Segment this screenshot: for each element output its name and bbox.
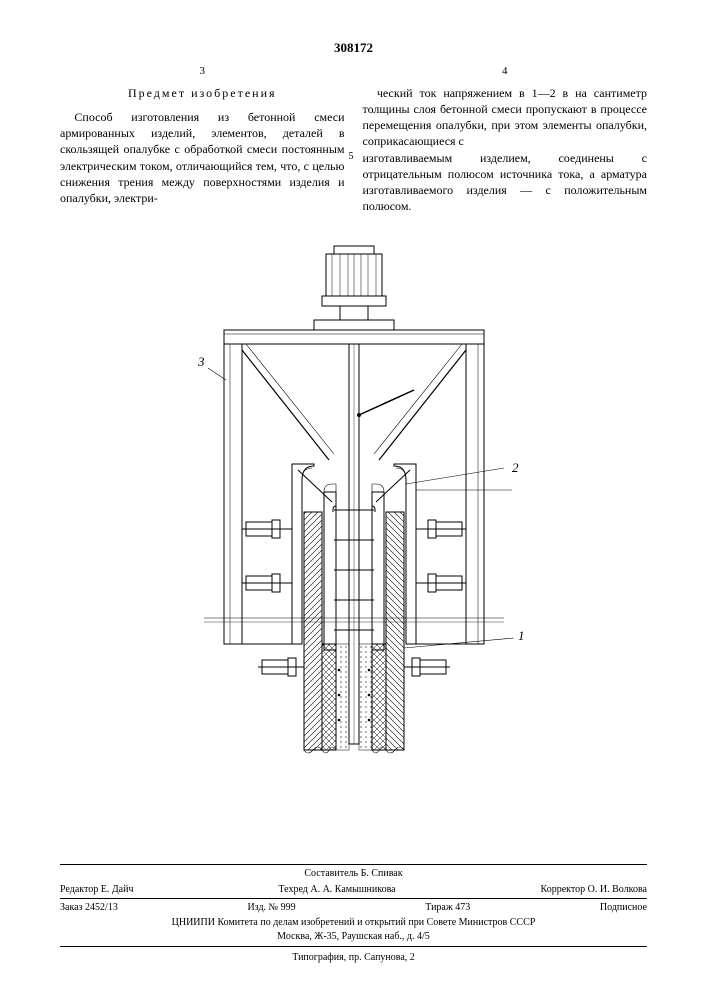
drawing-svg: 3 2 1 [164,240,544,800]
corrector: Корректор О. И. Волкова [541,883,647,897]
editor: Редактор Е. Дайч [60,883,133,897]
typography: Типография, пр. Сапунова, 2 [60,951,647,965]
address: Москва, Ж-35, Раушская наб., д. 4/5 [60,930,647,944]
right-column: 4 ческий ток напряжением в 1—2 в на сант… [363,64,648,214]
print-info-line: Заказ 2452/13 Изд. № 999 Тираж 473 Подпи… [60,901,647,915]
compiler-line: Составитель Б. Спивак [60,867,647,881]
right-body-b: 5 изготавливаемым изделием, соединены с … [363,150,648,215]
callouts: 3 2 1 [197,354,525,648]
label-2: 2 [512,460,519,475]
podpisnoe: Подписное [600,901,647,915]
label-3: 3 [197,354,205,369]
techred: Техред А. А. Камышникова [278,883,395,897]
line-5-marker: 5 [349,150,354,164]
label-1: 1 [518,628,525,643]
left-body-text: Способ изготовления из бетонной смеси ар… [60,109,345,206]
text-columns: 3 Предмет изобретения Способ изготовлени… [60,64,647,214]
tirazh: Тираж 473 [425,901,470,915]
right-col-number: 4 [363,64,648,79]
right-body-a: ческий ток напряжением в 1—2 в на сантим… [363,85,648,150]
credits-line: Редактор Е. Дайч Техред А. А. Камышников… [60,883,647,897]
document-number: 308172 [60,40,647,56]
imprint-footer: Составитель Б. Спивак Редактор Е. Дайч Т… [60,862,647,964]
technical-drawing: 3 2 1 [164,240,544,800]
page: 308172 3 Предмет изобретения Способ изго… [0,0,707,1000]
subject-title: Предмет изобретения [60,85,345,101]
right-text-b: изготавливаемым изделием, соединены с от… [363,151,648,214]
izd-no: Изд. № 999 [247,901,295,915]
right-text-a: ческий ток напряжением в 1—2 в на сантим… [363,86,648,149]
organization: ЦНИИПИ Комитета по делам изобретений и о… [60,916,647,930]
order-no: Заказ 2452/13 [60,901,118,915]
left-column: 3 Предмет изобретения Способ изготовлени… [60,64,345,214]
left-col-number: 3 [60,64,345,79]
motor-assembly [314,246,394,330]
